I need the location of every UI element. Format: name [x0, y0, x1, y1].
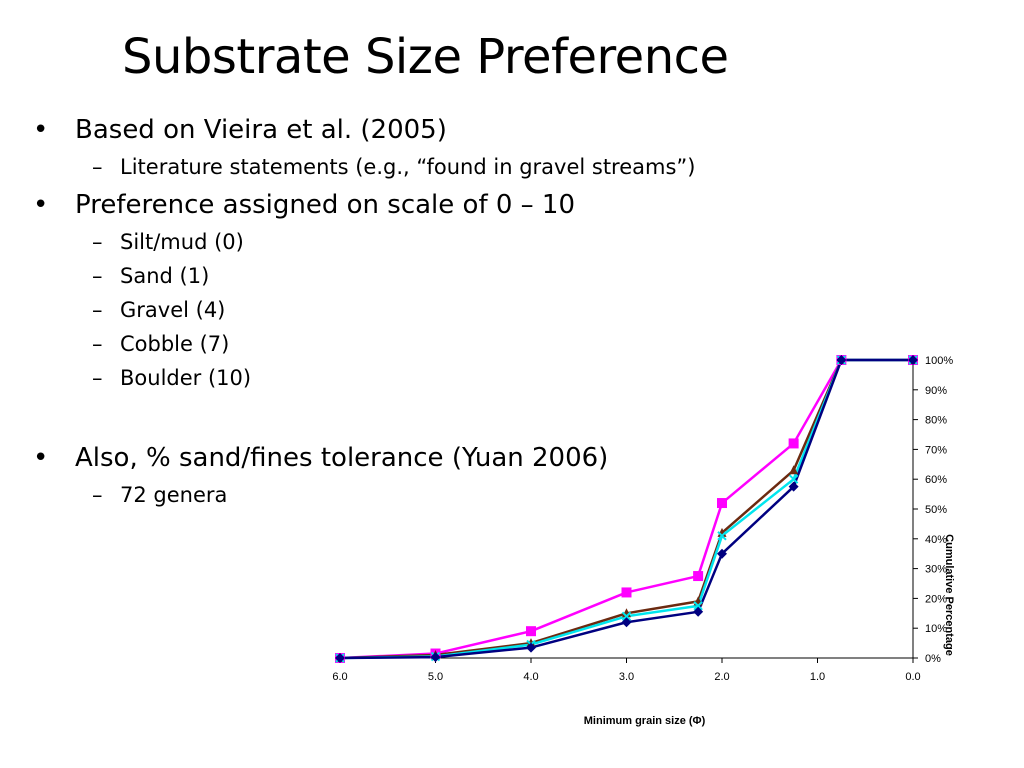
bullet-text: Also, % sand/fines tolerance (Yuan 2006)	[75, 443, 609, 473]
sub-bullet-text: Boulder (10)	[120, 366, 252, 390]
data-point-diamond	[717, 548, 727, 559]
data-point-square	[788, 438, 799, 449]
data-point-diamond	[526, 642, 536, 653]
data-point-diamond	[430, 652, 441, 663]
y-tick-label: 70%	[925, 444, 947, 456]
data-point-diamond	[621, 617, 632, 628]
data-point-diamond	[788, 481, 799, 492]
y-tick-label: 50%	[925, 504, 947, 516]
x-tick-label: 3.0	[619, 671, 634, 683]
data-point-x	[717, 531, 727, 541]
sub-bullet-item: – Boulder (10)	[92, 364, 252, 392]
dash-marker: –	[92, 366, 103, 390]
sub-bullet-item: – Literature statements (e.g., “found in…	[92, 153, 696, 181]
data-point-diamond	[908, 355, 918, 365]
x-tick-label: 5.0	[428, 671, 443, 683]
dash-marker: –	[92, 155, 103, 179]
data-point-square	[693, 571, 704, 582]
bullet-text: Preference assigned on scale of 0 – 10	[75, 190, 576, 220]
sub-bullet-text: Silt/mud (0)	[120, 230, 244, 254]
x-tick-label: 2.0	[714, 671, 729, 683]
sub-bullet-item: – Silt/mud (0)	[92, 228, 244, 256]
y-tick-label: 30%	[925, 564, 947, 576]
slide-title: Substrate Size Preference	[122, 29, 729, 85]
x-tick-label: 4.0	[523, 671, 538, 683]
data-point-diamond	[836, 355, 847, 365]
y-tick-label: 0%	[925, 653, 941, 665]
bullet-item: • Also, % sand/fines tolerance (Yuan 200…	[33, 442, 609, 474]
sub-bullet-item: – Sand (1)	[92, 262, 210, 290]
y-tick-label: 10%	[925, 623, 947, 635]
sub-bullet-item: – Cobble (7)	[92, 330, 230, 358]
y-tick-label: 100%	[925, 355, 953, 367]
data-point-diamond	[335, 653, 345, 663]
dash-marker: –	[92, 230, 103, 254]
data-point-x	[693, 601, 703, 611]
sub-bullet-text: Sand (1)	[120, 264, 210, 288]
y-tick-label: 60%	[925, 474, 947, 486]
data-point-diamond	[693, 606, 704, 617]
x-tick-label: 1.0	[810, 671, 825, 683]
bullet-marker: •	[33, 190, 49, 220]
chart-labels: 6.0 5.0 4.0 3.0 2.0 1.0 0.0 100% 90% 80% 70% 60% 50%…	[332, 355, 955, 727]
dash-marker: –	[92, 298, 103, 322]
dash-marker: –	[92, 483, 103, 507]
sub-bullet-item: – Gravel (4)	[92, 296, 226, 324]
x-tick-label: 0.0	[905, 671, 920, 683]
y-tick-label: 80%	[925, 415, 947, 427]
sub-bullet-text: 72 genera	[120, 483, 228, 507]
bullet-text: Based on Vieira et al. (2005)	[75, 115, 447, 145]
x-axis-title: Minimum grain size (Φ)	[584, 715, 706, 727]
bullet-item: • Preference assigned on scale of 0 – 10	[33, 189, 576, 221]
sub-bullet-text: Literature statements (e.g., “found in g…	[120, 155, 696, 179]
data-point-triangle	[789, 465, 799, 475]
sub-bullet-text: Cobble (7)	[120, 332, 230, 356]
y-tick-label: 40%	[925, 534, 947, 546]
bullet-marker: •	[33, 443, 49, 473]
y-tick-label: 20%	[925, 593, 947, 605]
chart-series	[335, 355, 918, 663]
data-point-x	[621, 611, 632, 621]
y-axis-title: Cumulative Percentage	[943, 534, 955, 656]
bullet-marker: •	[33, 115, 49, 145]
data-point-square	[717, 498, 727, 509]
data-point-square	[526, 626, 536, 637]
bullet-item: • Based on Vieira et al. (2005)	[33, 114, 447, 146]
dash-marker: –	[92, 332, 103, 356]
dash-marker: –	[92, 264, 103, 288]
data-point-square	[621, 587, 632, 598]
y-tick-label: 90%	[925, 385, 947, 397]
sub-bullet-text: Gravel (4)	[120, 298, 226, 322]
data-point-x	[788, 474, 799, 484]
sub-bullet-item: – 72 genera	[92, 481, 228, 509]
x-tick-label: 6.0	[332, 671, 347, 683]
